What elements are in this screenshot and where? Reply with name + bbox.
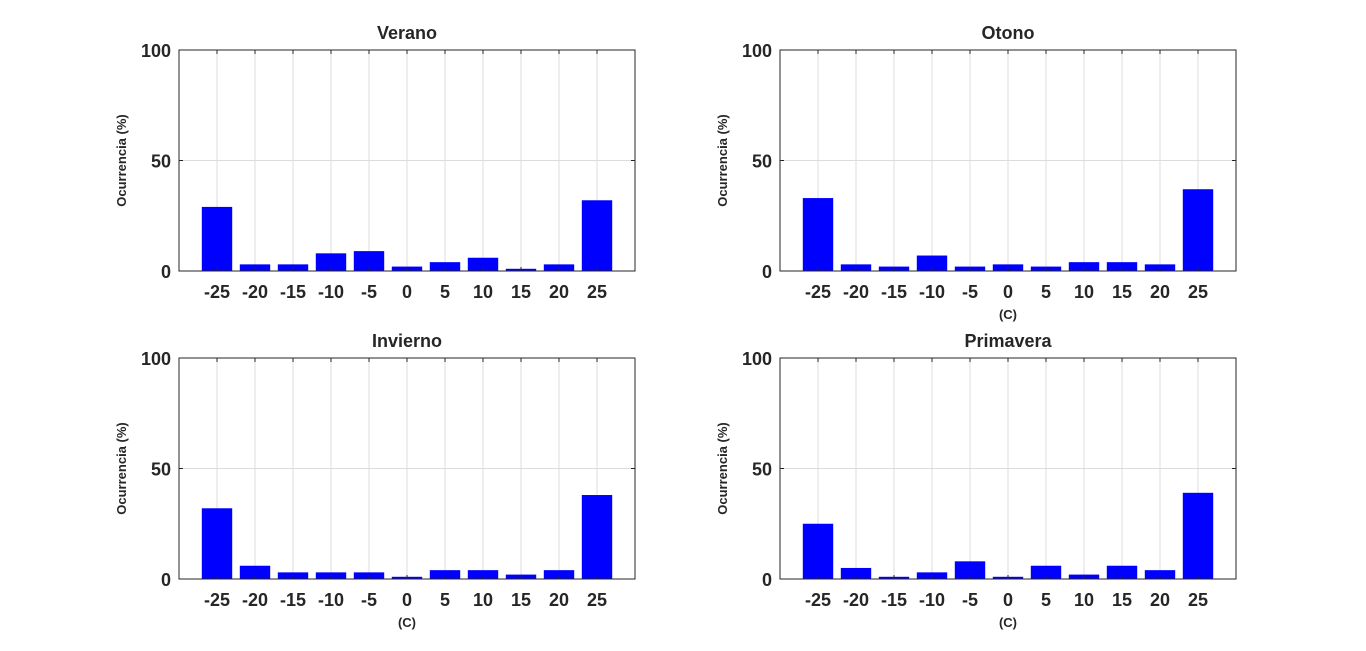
bar — [954, 561, 986, 579]
y-tick-label: 50 — [752, 460, 772, 480]
bar — [543, 570, 575, 579]
chart-panel: -25 -20 -15 -10 -5 0 5 10 15 20 25 0 50 100 Otono Ocurr… — [715, 23, 1237, 322]
x-tick-label: 20 — [549, 282, 569, 302]
x-tick-label: 15 — [1112, 590, 1132, 610]
bar — [802, 198, 834, 271]
chart-title: Verano — [377, 23, 437, 43]
y-axis-label: Ocurrencia (%) — [114, 422, 129, 514]
bar — [353, 251, 385, 271]
bar — [201, 508, 233, 579]
x-tick-label: 0 — [402, 590, 412, 610]
x-tick-label: 20 — [1150, 282, 1170, 302]
x-tick-label: -5 — [962, 282, 978, 302]
x-tick-label: -20 — [242, 282, 268, 302]
bar — [581, 495, 613, 579]
x-tick-label: 5 — [440, 282, 450, 302]
y-tick-label: 100 — [742, 349, 772, 369]
x-tick-label: -25 — [805, 282, 831, 302]
x-tick-label: -20 — [843, 282, 869, 302]
y-axis-label: Ocurrencia (%) — [114, 114, 129, 206]
y-tick-label: 0 — [762, 262, 772, 282]
x-tick-label: 10 — [1074, 282, 1094, 302]
x-tick-label: 20 — [1150, 590, 1170, 610]
x-tick-label: -5 — [361, 590, 377, 610]
x-tick-label: 15 — [1112, 282, 1132, 302]
bar — [1106, 565, 1138, 579]
bar — [802, 523, 834, 579]
x-tick-label: 25 — [1188, 590, 1208, 610]
chart-panel: -25 -20 -15 -10 -5 0 5 10 15 20 25 0 50 100 Primavera O… — [715, 331, 1237, 630]
chart-panel: -25 -20 -15 -10 -5 0 5 10 15 20 25 0 50 100 Verano Ocur… — [114, 23, 636, 302]
x-tick-label: 10 — [473, 590, 493, 610]
x-tick-label: -5 — [361, 282, 377, 302]
chart-title: Primavera — [964, 331, 1052, 351]
x-tick-label: 0 — [402, 282, 412, 302]
x-tick-label: -10 — [919, 282, 945, 302]
y-tick-label: 100 — [141, 41, 171, 61]
bar — [916, 255, 948, 271]
bar — [581, 200, 613, 271]
x-tick-label: -20 — [843, 590, 869, 610]
bar — [201, 206, 233, 271]
x-axis-label: (C) — [999, 615, 1017, 630]
bar — [1068, 262, 1100, 271]
y-tick-label: 0 — [762, 570, 772, 590]
x-tick-label: -25 — [204, 590, 230, 610]
x-tick-label: 5 — [1041, 282, 1051, 302]
x-tick-label: -15 — [280, 590, 306, 610]
x-tick-label: 10 — [1074, 590, 1094, 610]
x-tick-label: -10 — [318, 282, 344, 302]
x-tick-label: 0 — [1003, 590, 1013, 610]
x-tick-label: 20 — [549, 590, 569, 610]
bar — [1144, 570, 1176, 579]
y-axis-label: Ocurrencia (%) — [715, 114, 730, 206]
x-tick-label: 5 — [1041, 590, 1051, 610]
bar — [429, 570, 461, 579]
x-tick-label: -15 — [280, 282, 306, 302]
x-tick-label: -20 — [242, 590, 268, 610]
x-tick-label: 25 — [587, 282, 607, 302]
bar — [429, 262, 461, 271]
bar — [840, 567, 872, 579]
x-tick-label: -25 — [204, 282, 230, 302]
x-tick-label: 25 — [587, 590, 607, 610]
bar — [1182, 492, 1214, 579]
y-tick-label: 0 — [161, 570, 171, 590]
x-tick-label: 0 — [1003, 282, 1013, 302]
bar — [1106, 262, 1138, 271]
x-axis-label: (C) — [999, 307, 1017, 322]
chart-panel: -25 -20 -15 -10 -5 0 5 10 15 20 25 0 50 100 Invierno Oc… — [114, 331, 636, 630]
x-tick-label: -15 — [881, 590, 907, 610]
x-axis-label: (C) — [398, 615, 416, 630]
x-tick-label: 15 — [511, 590, 531, 610]
x-tick-label: -15 — [881, 282, 907, 302]
bar — [1030, 565, 1062, 579]
y-tick-label: 100 — [141, 349, 171, 369]
bar — [467, 257, 499, 271]
bar — [239, 565, 271, 579]
y-tick-label: 0 — [161, 262, 171, 282]
x-tick-label: -5 — [962, 590, 978, 610]
bar — [1182, 189, 1214, 271]
x-tick-label: -25 — [805, 590, 831, 610]
y-tick-label: 100 — [742, 41, 772, 61]
x-tick-label: 25 — [1188, 282, 1208, 302]
y-tick-label: 50 — [752, 152, 772, 172]
x-tick-label: 15 — [511, 282, 531, 302]
x-tick-label: -10 — [318, 590, 344, 610]
chart-title: Otono — [982, 23, 1035, 43]
x-tick-label: 10 — [473, 282, 493, 302]
y-axis-label: Ocurrencia (%) — [715, 422, 730, 514]
bar — [315, 253, 347, 271]
x-tick-label: 5 — [440, 590, 450, 610]
y-tick-label: 50 — [151, 460, 171, 480]
x-tick-label: -10 — [919, 590, 945, 610]
chart-title: Invierno — [372, 331, 442, 351]
bar — [467, 570, 499, 579]
y-tick-label: 50 — [151, 152, 171, 172]
